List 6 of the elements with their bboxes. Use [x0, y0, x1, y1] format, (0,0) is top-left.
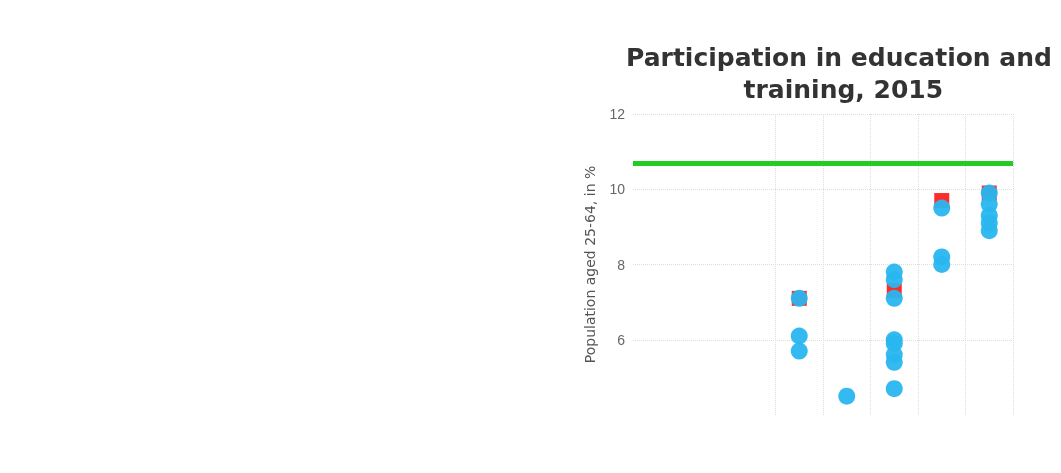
- y-tick-label: 10: [609, 181, 626, 198]
- y-tick-label: 8: [617, 256, 626, 273]
- y-tick-label: 6: [617, 331, 626, 348]
- chart-title: Participation in education and training, 2015: [626, 42, 1052, 104]
- y-axis-title: Population aged 25-64, in %: [582, 165, 598, 364]
- y-tick-label: 12: [609, 106, 626, 122]
